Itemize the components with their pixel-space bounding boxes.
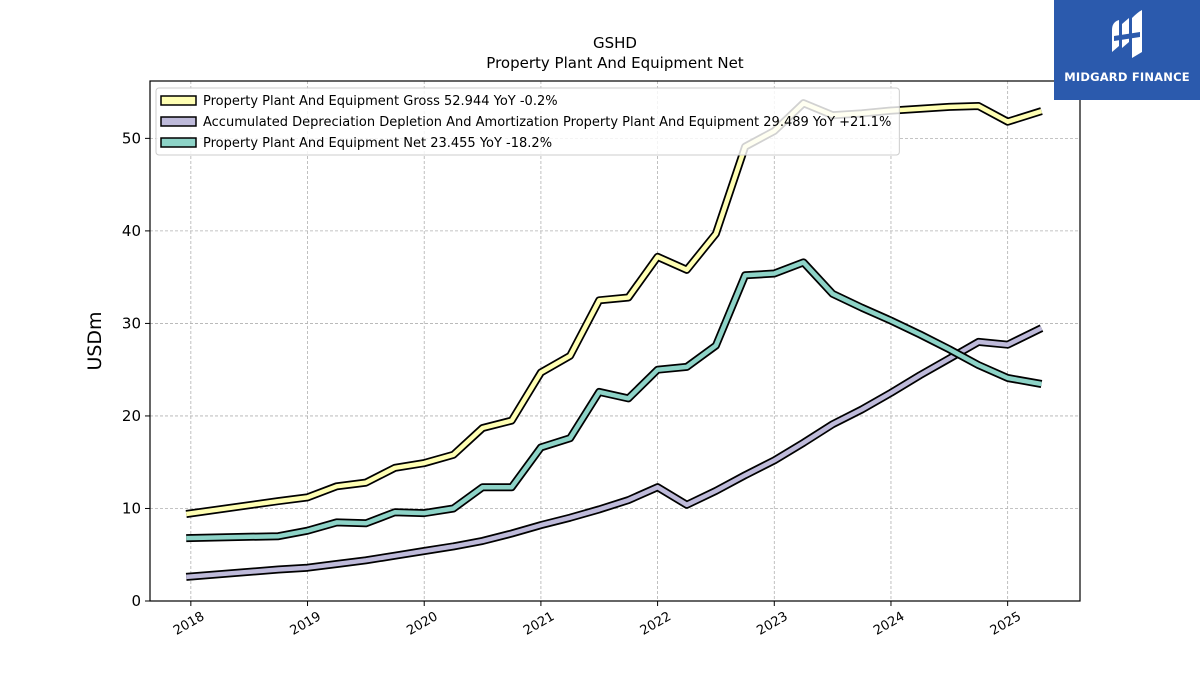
legend-label: Property Plant And Equipment Net 23.455 … (203, 136, 552, 151)
series-outline-1 (185, 324, 1044, 581)
x-tick-label: 2019 (288, 609, 324, 639)
x-tick-label: 2023 (754, 609, 790, 639)
series-line-0 (185, 100, 1043, 517)
legend-swatch (160, 95, 197, 106)
y-tick-label: 30 (122, 314, 141, 332)
series-outline-0 (185, 99, 1043, 518)
y-tick-label: 20 (122, 407, 141, 425)
y-tick-label: 40 (122, 222, 141, 240)
x-tick-label: 2022 (638, 609, 674, 639)
y-tick-label: 10 (122, 499, 141, 517)
legend-label: Accumulated Depreciation Depletion And A… (203, 115, 891, 130)
legend: Property Plant And Equipment Gross 52.94… (155, 87, 900, 156)
y-tick-label: 0 (131, 592, 141, 610)
y-tick-label: 50 (122, 129, 141, 147)
chart-subtitle: Property Plant And Equipment Net (486, 54, 743, 72)
legend-box (155, 87, 900, 156)
midgard-logo-icon (1112, 10, 1142, 58)
legend-swatch (160, 116, 197, 127)
brand-name: MIDGARD FINANCE (1064, 70, 1190, 84)
x-tick-label: 2024 (871, 609, 907, 639)
series-line-1 (186, 326, 1043, 580)
x-tick-label: 2025 (988, 609, 1024, 639)
y-axis-label: USDm (84, 311, 106, 370)
legend-swatch (160, 137, 197, 148)
brand-logo: MIDGARD FINANCE (1054, 0, 1200, 100)
x-tick-label: 2021 (521, 609, 557, 639)
series-line-2 (186, 260, 1042, 541)
series-lines (185, 99, 1044, 581)
plot-frame (149, 80, 1081, 602)
axes: 0 10 20 30 40 50 2018 2019 2020 2021 2022 2023 2024 2… (122, 129, 1024, 638)
x-tick-label: 2018 (171, 609, 207, 639)
x-tick-label: 2020 (404, 609, 440, 639)
chart-title: GSHD (593, 34, 637, 52)
legend-label: Property Plant And Equipment Gross 52.94… (203, 94, 558, 109)
